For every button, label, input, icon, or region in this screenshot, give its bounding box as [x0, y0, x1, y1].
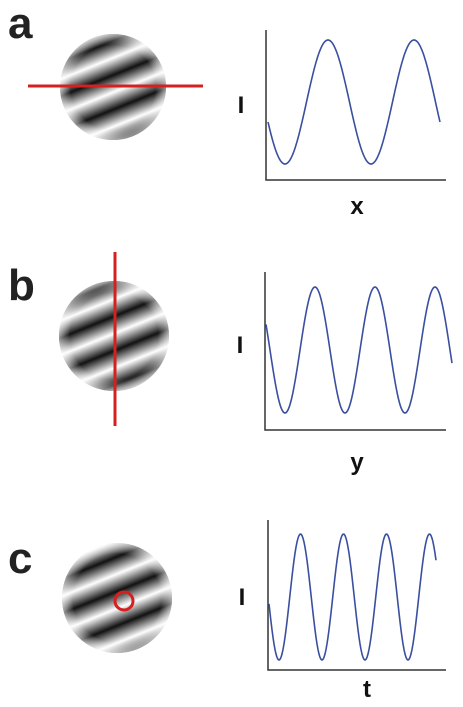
y-label: I	[239, 584, 246, 611]
x-label: x	[350, 193, 364, 220]
panel-label: c	[8, 534, 32, 583]
sample-point	[113, 590, 135, 612]
axes	[267, 520, 446, 671]
sine-curve	[267, 39, 441, 165]
y-label: I	[237, 332, 244, 359]
axes	[265, 30, 446, 181]
x-label: t	[363, 676, 371, 703]
sine-curve	[265, 286, 453, 414]
axes	[264, 272, 446, 431]
panel-label: b	[8, 261, 35, 310]
sine-curve	[268, 533, 437, 661]
x-label: y	[350, 449, 364, 476]
y-label: I	[238, 92, 245, 119]
panel-label: a	[8, 0, 33, 48]
